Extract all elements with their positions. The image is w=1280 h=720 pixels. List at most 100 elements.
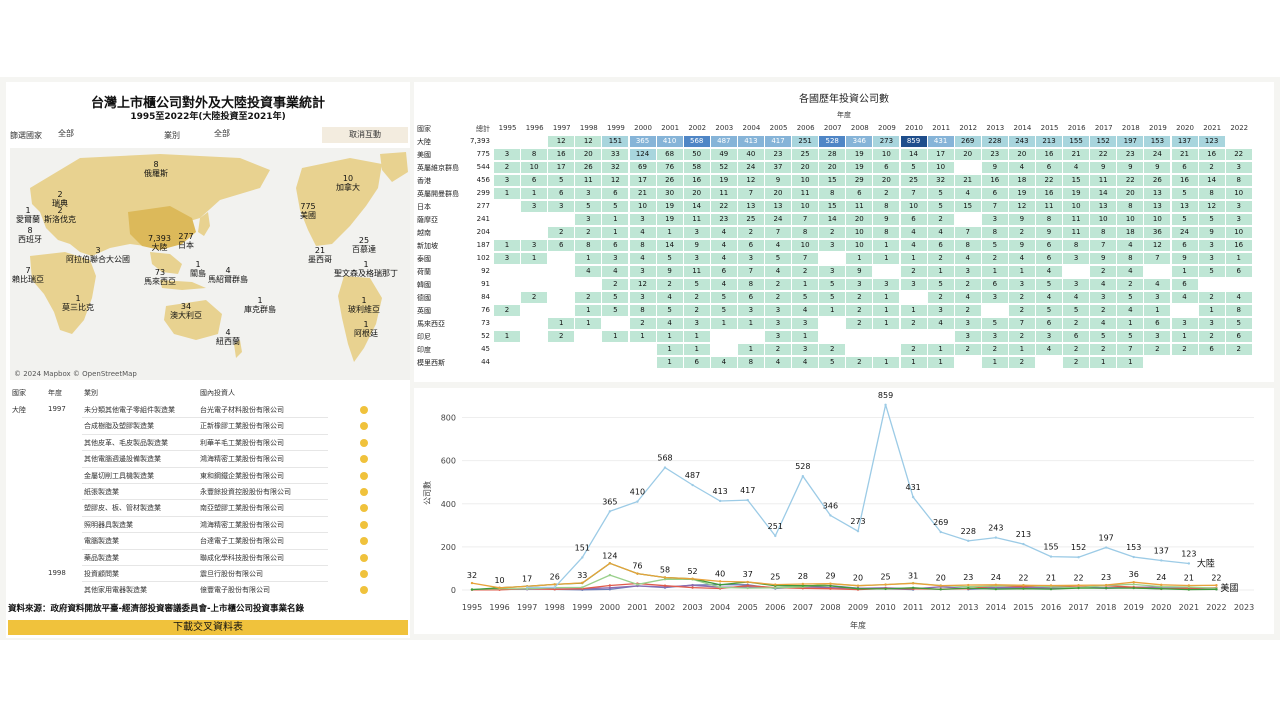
- heatmap-cell[interactable]: 5: [1171, 214, 1198, 225]
- heatmap-cell[interactable]: 2: [602, 279, 629, 290]
- heatmap-cell[interactable]: [1226, 357, 1252, 368]
- heatmap-cell[interactable]: 4: [710, 279, 737, 290]
- heatmap-grid[interactable]: 國家 總計 1995 1996 1997 1998 1999 2000 2001 2002 20…: [414, 122, 1274, 382]
- heatmap-cell[interactable]: 7: [792, 253, 819, 264]
- heatmap-cell[interactable]: 10: [1090, 214, 1117, 225]
- heatmap-cell[interactable]: 16: [1198, 149, 1225, 160]
- heatmap-cell[interactable]: 6: [900, 214, 927, 225]
- heatmap-cell[interactable]: 9: [656, 266, 683, 277]
- heatmap-cell[interactable]: [521, 227, 547, 238]
- heatmap-cell[interactable]: 4: [954, 188, 981, 199]
- heatmap-cell[interactable]: 6: [873, 162, 900, 173]
- heatmap-cell[interactable]: 2: [1063, 318, 1090, 329]
- heatmap-cell[interactable]: 25: [792, 149, 819, 160]
- heatmap-cell[interactable]: 1: [521, 253, 548, 264]
- heatmap-cell[interactable]: 243: [1008, 136, 1035, 147]
- heatmap-cell[interactable]: 58: [683, 162, 710, 173]
- heatmap-cell[interactable]: [955, 214, 981, 225]
- heatmap-cell[interactable]: 3: [1171, 318, 1198, 329]
- map-label-marshall-islands[interactable]: 4 馬紹爾群島: [208, 266, 248, 284]
- map-label-usa[interactable]: 775 美國: [300, 202, 316, 220]
- heatmap-cell[interactable]: 2: [629, 318, 656, 329]
- heatmap-cell[interactable]: 4: [1063, 162, 1090, 173]
- heatmap-cell[interactable]: [873, 331, 899, 342]
- heatmap-cell[interactable]: 8: [737, 279, 764, 290]
- heatmap-cell[interactable]: [548, 305, 574, 316]
- heatmap-cell[interactable]: 4: [1117, 266, 1144, 277]
- heatmap-cell[interactable]: 4: [1117, 305, 1144, 316]
- heatmap-cell[interactable]: 15: [1063, 175, 1090, 186]
- heatmap-cell[interactable]: 137: [1171, 136, 1198, 147]
- heatmap-cell[interactable]: 1: [575, 253, 602, 264]
- heatmap-cell[interactable]: [548, 266, 574, 277]
- heatmap-cell[interactable]: 5: [710, 292, 737, 303]
- heatmap-cell[interactable]: 14: [900, 149, 927, 160]
- heatmap-cell[interactable]: 9: [1090, 253, 1117, 264]
- heatmap-cell[interactable]: 7: [954, 227, 981, 238]
- heatmap-cell[interactable]: [548, 357, 574, 368]
- map-label-mozambique[interactable]: 1 莫三比克: [62, 294, 94, 312]
- heatmap-cell[interactable]: 2: [548, 331, 575, 342]
- heatmap-cell[interactable]: [711, 344, 737, 355]
- heatmap-cell[interactable]: 10: [792, 201, 819, 212]
- heatmap-cell[interactable]: 2: [819, 344, 846, 355]
- heatmap-cell[interactable]: 9: [981, 162, 1008, 173]
- heatmap-cell[interactable]: [494, 227, 520, 238]
- heatmap-cell[interactable]: 14: [683, 201, 710, 212]
- map-label-australia[interactable]: 34 澳大利亞: [170, 302, 202, 320]
- heatmap-cell[interactable]: 11: [846, 201, 873, 212]
- heatmap-cell[interactable]: 3: [792, 318, 819, 329]
- heatmap-cell[interactable]: 20: [954, 149, 981, 160]
- heatmap-cell[interactable]: 1: [792, 331, 819, 342]
- heatmap-cell[interactable]: 6: [683, 357, 710, 368]
- heatmap-cell[interactable]: 3: [954, 318, 981, 329]
- heatmap-cell[interactable]: 20: [846, 214, 873, 225]
- heatmap-cell[interactable]: [521, 136, 547, 147]
- heatmap-cell[interactable]: 16: [1225, 240, 1252, 251]
- heatmap-cell[interactable]: 2: [954, 344, 981, 355]
- heatmap-cell[interactable]: 10: [1144, 214, 1171, 225]
- heatmap-cell[interactable]: [548, 214, 574, 225]
- heatmap-cell[interactable]: 3: [873, 279, 900, 290]
- heatmap-cell[interactable]: 5: [927, 279, 954, 290]
- heatmap-cell[interactable]: 5: [683, 279, 710, 290]
- heatmap-cell[interactable]: [521, 305, 547, 316]
- heatmap-cell[interactable]: 6: [927, 240, 954, 251]
- heatmap-cell[interactable]: 4: [1171, 292, 1198, 303]
- cancel-interaction-button[interactable]: 取消互動: [322, 127, 408, 143]
- heatmap-cell[interactable]: 1: [575, 318, 602, 329]
- heatmap-cell[interactable]: [602, 318, 628, 329]
- heatmap-cell[interactable]: 5: [1036, 305, 1062, 316]
- heatmap-cell[interactable]: 3: [900, 279, 927, 290]
- heatmap-cell[interactable]: 10: [846, 240, 873, 251]
- heatmap-cell[interactable]: 1: [602, 214, 629, 225]
- heatmap-cell[interactable]: 4: [900, 227, 927, 238]
- heatmap-cell[interactable]: 346: [846, 136, 873, 147]
- heatmap-cell[interactable]: [494, 279, 520, 290]
- heatmap-cell[interactable]: [521, 214, 547, 225]
- table-row[interactable]: 大陸 1997 未分類其他電子零組件製造業 台光電子材料股份有限公司: [10, 402, 410, 419]
- heatmap-cell[interactable]: 8: [575, 240, 602, 251]
- heatmap-cell[interactable]: 568: [683, 136, 710, 147]
- heatmap-cell[interactable]: 3: [765, 331, 791, 342]
- table-row[interactable]: 金屬切削工具機製造業 東和鋼鐵企業股份有限公司: [10, 468, 410, 484]
- heatmap-cell[interactable]: 4: [1090, 318, 1117, 329]
- heatmap-cell[interactable]: 3: [1144, 292, 1171, 303]
- heatmap-cell[interactable]: 7: [1144, 253, 1171, 264]
- heatmap-cell[interactable]: 3: [954, 266, 981, 277]
- heatmap-cell[interactable]: 32: [927, 175, 954, 186]
- heatmap-cell[interactable]: 8: [629, 305, 656, 316]
- heatmap-cell[interactable]: [1226, 136, 1252, 147]
- heatmap-cell[interactable]: 1: [1171, 266, 1198, 277]
- heatmap-cell[interactable]: 1: [927, 344, 954, 355]
- heatmap-cell[interactable]: 5: [1063, 305, 1090, 316]
- heatmap-cell[interactable]: 6: [548, 188, 575, 199]
- heatmap-cell[interactable]: [630, 357, 656, 368]
- map-label-liberia[interactable]: 7 賴比瑞亞: [12, 266, 44, 284]
- heatmap-cell[interactable]: 7: [900, 188, 927, 199]
- map-label-canada[interactable]: 10 加拿大: [336, 174, 360, 192]
- heatmap-cell[interactable]: [575, 279, 601, 290]
- heatmap-cell[interactable]: 2: [846, 357, 873, 368]
- heatmap-cell[interactable]: 3: [1225, 214, 1252, 225]
- heatmap-cell[interactable]: [711, 331, 737, 342]
